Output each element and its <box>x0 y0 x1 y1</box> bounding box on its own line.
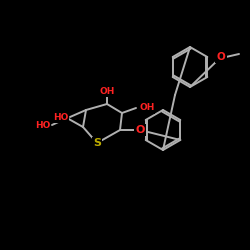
Text: HO: HO <box>34 120 50 130</box>
Text: O: O <box>135 125 145 135</box>
Text: O: O <box>216 52 226 62</box>
Text: OH: OH <box>139 104 154 112</box>
Text: HO: HO <box>52 112 68 122</box>
Text: OH: OH <box>99 86 115 96</box>
Text: S: S <box>93 138 101 148</box>
